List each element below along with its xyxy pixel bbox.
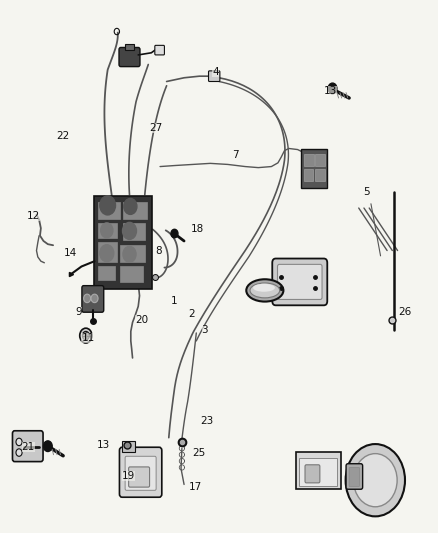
Text: 27: 27 <box>149 123 162 133</box>
Text: 23: 23 <box>201 416 214 426</box>
Text: 8: 8 <box>155 246 162 255</box>
FancyBboxPatch shape <box>82 286 104 312</box>
Circle shape <box>124 198 137 214</box>
FancyBboxPatch shape <box>349 467 360 487</box>
FancyBboxPatch shape <box>94 196 152 289</box>
Text: 19: 19 <box>122 472 135 481</box>
Text: 1: 1 <box>171 296 177 306</box>
Text: 9: 9 <box>75 306 81 317</box>
FancyBboxPatch shape <box>314 155 325 166</box>
FancyBboxPatch shape <box>125 44 134 50</box>
Text: 14: 14 <box>64 248 77 258</box>
Circle shape <box>100 196 116 215</box>
Text: 12: 12 <box>27 211 40 221</box>
Text: 17: 17 <box>188 482 201 492</box>
FancyBboxPatch shape <box>278 264 322 300</box>
Text: 11: 11 <box>81 333 95 343</box>
FancyBboxPatch shape <box>123 202 148 219</box>
Circle shape <box>91 294 98 303</box>
Circle shape <box>84 294 91 303</box>
Text: 25: 25 <box>192 448 205 457</box>
FancyBboxPatch shape <box>99 266 115 280</box>
FancyBboxPatch shape <box>98 202 120 219</box>
FancyBboxPatch shape <box>99 223 117 238</box>
FancyBboxPatch shape <box>125 456 156 490</box>
Text: 7: 7 <box>232 150 239 160</box>
Circle shape <box>346 444 405 516</box>
Circle shape <box>171 229 178 238</box>
Text: 13: 13 <box>324 86 337 96</box>
FancyBboxPatch shape <box>304 169 313 181</box>
Text: 2: 2 <box>188 309 195 319</box>
FancyBboxPatch shape <box>120 447 162 497</box>
FancyBboxPatch shape <box>272 259 327 305</box>
FancyBboxPatch shape <box>12 431 43 462</box>
FancyBboxPatch shape <box>299 458 337 486</box>
FancyBboxPatch shape <box>120 266 143 282</box>
Circle shape <box>123 246 136 262</box>
FancyBboxPatch shape <box>155 45 164 55</box>
Circle shape <box>353 454 397 507</box>
FancyBboxPatch shape <box>123 223 145 240</box>
Circle shape <box>82 332 89 340</box>
Circle shape <box>16 438 22 446</box>
Text: 3: 3 <box>201 325 208 335</box>
FancyBboxPatch shape <box>346 464 363 489</box>
Circle shape <box>16 449 22 456</box>
Text: 26: 26 <box>398 306 411 317</box>
Circle shape <box>123 222 137 239</box>
Circle shape <box>100 245 114 262</box>
Ellipse shape <box>250 283 280 298</box>
FancyBboxPatch shape <box>305 465 320 483</box>
FancyBboxPatch shape <box>296 452 341 489</box>
FancyBboxPatch shape <box>314 169 325 181</box>
Text: 4: 4 <box>212 68 219 77</box>
Text: 22: 22 <box>57 131 70 141</box>
Circle shape <box>101 223 113 238</box>
Circle shape <box>43 441 52 451</box>
Text: 5: 5 <box>363 187 370 197</box>
Text: 13: 13 <box>97 440 110 450</box>
Text: 20: 20 <box>135 314 148 325</box>
FancyBboxPatch shape <box>304 155 314 166</box>
FancyBboxPatch shape <box>122 441 135 451</box>
FancyBboxPatch shape <box>129 467 150 487</box>
Ellipse shape <box>246 279 283 302</box>
FancyBboxPatch shape <box>99 242 117 262</box>
FancyBboxPatch shape <box>208 71 220 82</box>
Ellipse shape <box>253 284 275 292</box>
FancyBboxPatch shape <box>119 47 140 67</box>
Circle shape <box>328 83 337 94</box>
Text: 21: 21 <box>21 442 35 452</box>
FancyBboxPatch shape <box>120 245 145 262</box>
FancyBboxPatch shape <box>300 149 327 188</box>
Circle shape <box>80 328 92 343</box>
Text: 18: 18 <box>191 224 204 235</box>
